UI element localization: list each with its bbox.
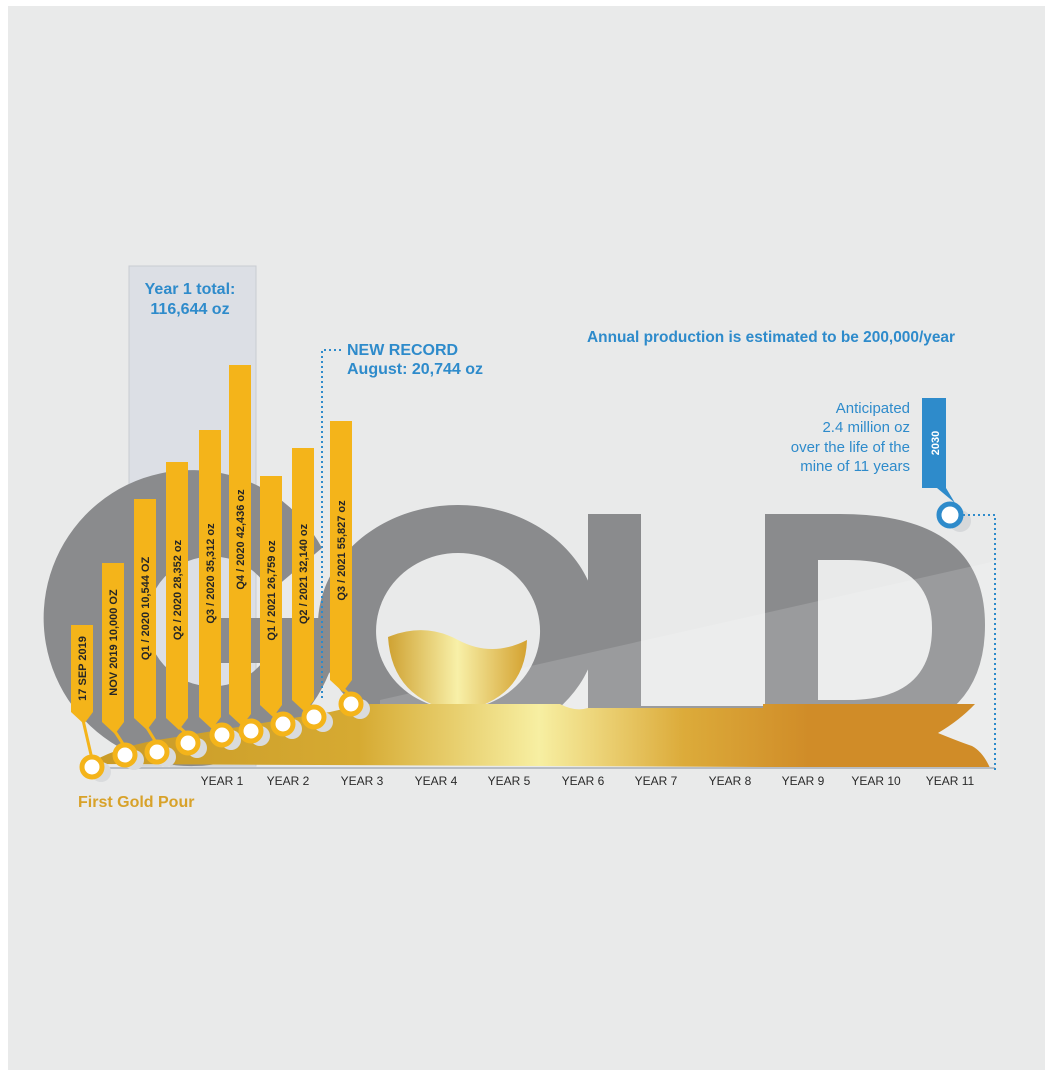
x-tick-label: YEAR 6 bbox=[562, 774, 605, 788]
milestone-stem bbox=[81, 719, 94, 760]
milestone-flag: Q2 / 2021 32,140 oz bbox=[292, 448, 333, 732]
milestone-tab bbox=[134, 499, 156, 730]
milestone-flag: Q4 / 2020 42,436 oz bbox=[229, 365, 270, 746]
marker-2030-ring bbox=[936, 501, 964, 529]
year1-total-line1: Year 1 total: bbox=[145, 281, 236, 298]
infographic-panel: YEAR 1 YEAR 2 YEAR 3 YEAR 4 YEAR 5 YEAR 6 YEAR… bbox=[8, 6, 1045, 1070]
marker-2030-tab bbox=[922, 398, 955, 503]
milestone-marker bbox=[175, 730, 201, 756]
milestone-label: Q1 / 2021 26,759 oz bbox=[266, 540, 278, 641]
milestone-flag: Q3 / 2020 35,312 oz bbox=[199, 430, 241, 750]
milestone-flag: Q3 / 2021 55,827 oz bbox=[330, 421, 370, 719]
new-record-line1: NEW RECORD bbox=[347, 342, 458, 359]
gold-bowl bbox=[388, 630, 527, 712]
milestone-flag: Q2 / 2020 28,352 oz bbox=[166, 462, 207, 758]
x-tick-label: YEAR 3 bbox=[341, 774, 384, 788]
milestone-tab bbox=[166, 462, 188, 730]
x-tick-label: YEAR 7 bbox=[635, 774, 678, 788]
year1-total-line2: 116,644 oz bbox=[150, 301, 229, 318]
milestone-flag: 17 SEP 2019 bbox=[71, 625, 111, 782]
x-tick-label: YEAR 2 bbox=[267, 774, 310, 788]
x-tick-label: YEAR 10 bbox=[851, 774, 901, 788]
letter-l bbox=[588, 514, 763, 735]
milestone-label: Q4 / 2020 42,436 oz bbox=[235, 489, 247, 590]
milestone-tab bbox=[292, 448, 314, 712]
letter-o bbox=[317, 505, 598, 746]
milestone-label: Q3 / 2020 35,312 oz bbox=[205, 523, 217, 624]
x-tick-label: YEAR 8 bbox=[709, 774, 752, 788]
milestone-tab bbox=[260, 476, 282, 717]
milestone-label: Q2 / 2021 32,140 oz bbox=[298, 523, 310, 624]
milestone-marker bbox=[270, 711, 296, 737]
letter-d bbox=[765, 514, 985, 740]
x-tick-label: YEAR 4 bbox=[415, 774, 458, 788]
new-record-line2: August: 20,744 oz bbox=[347, 361, 483, 378]
anticipated-line-1: Anticipated bbox=[836, 400, 910, 417]
anticipated-line-4: mine of 11 years bbox=[800, 458, 910, 475]
milestone-flags: 17 SEP 2019 NOV 2019 10,000 OZ Q1 / 2020 1… bbox=[71, 365, 370, 782]
milestone-marker bbox=[79, 754, 105, 780]
milestone-marker bbox=[301, 704, 327, 730]
marker-2030-label: 2030 bbox=[930, 431, 942, 455]
milestone-tab bbox=[199, 430, 221, 729]
x-axis-ticks: YEAR 1 YEAR 2 YEAR 3 YEAR 4 YEAR 5 YEAR 6 YEAR… bbox=[201, 774, 975, 788]
milestone-flag: NOV 2019 10,000 OZ bbox=[102, 563, 144, 770]
milestone-tab bbox=[102, 563, 124, 734]
milestone-tab bbox=[71, 625, 93, 724]
milestone-marker bbox=[338, 691, 364, 717]
milestone-label: NOV 2019 10,000 OZ bbox=[108, 589, 120, 696]
milestone-marker bbox=[112, 742, 138, 768]
milestone-label: 17 SEP 2019 bbox=[77, 636, 89, 701]
milestone-marker bbox=[144, 739, 170, 765]
first-gold-pour-label: First Gold Pour bbox=[78, 794, 194, 811]
milestone-flag: Q1 / 2021 26,759 oz bbox=[260, 476, 302, 739]
milestone-tab bbox=[330, 421, 352, 692]
x-tick-label: YEAR 1 bbox=[201, 774, 244, 788]
milestone-label: Q2 / 2020 28,352 oz bbox=[172, 539, 184, 640]
x-tick-label: YEAR 5 bbox=[488, 774, 531, 788]
milestone-marker bbox=[238, 718, 264, 744]
anticipated-line-2: 2.4 million oz bbox=[822, 419, 910, 436]
marker-2030: 2030 bbox=[922, 398, 996, 770]
new-record-connector bbox=[321, 349, 343, 698]
milestone-label: Q1 / 2020 10,544 OZ bbox=[140, 557, 152, 661]
marker-2030-connector bbox=[963, 514, 996, 770]
anticipated-text: Anticipated 2.4 million oz over the life… bbox=[791, 400, 910, 475]
anticipated-line-3: over the life of the bbox=[791, 439, 910, 456]
milestone-marker bbox=[209, 722, 235, 748]
milestone-label: Q3 / 2021 55,827 oz bbox=[336, 500, 348, 601]
x-tick-label: YEAR 9 bbox=[782, 774, 825, 788]
annual-production-text: Annual production is estimated to be 200… bbox=[587, 329, 955, 346]
x-tick-label: YEAR 11 bbox=[926, 774, 975, 788]
milestone-flag: Q1 / 2020 10,544 OZ bbox=[134, 499, 176, 767]
gold-production-infographic: YEAR 1 YEAR 2 YEAR 3 YEAR 4 YEAR 5 YEAR 6 YEAR… bbox=[43, 265, 1000, 811]
milestone-tab bbox=[229, 365, 251, 726]
